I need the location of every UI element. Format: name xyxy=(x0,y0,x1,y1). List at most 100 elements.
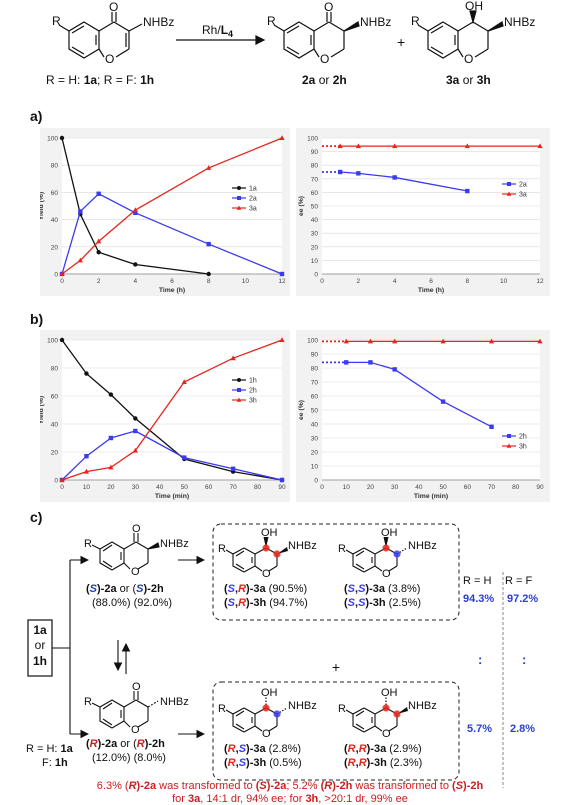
y-tick-label: 10 xyxy=(311,464,319,471)
footnote-line1: 6.3% (R)-2a was transformed to (S)-2a; 5… xyxy=(97,780,484,792)
y-tick-label: 60 xyxy=(311,394,319,401)
bottom-products-box xyxy=(212,681,460,781)
ratio-bottom-f: 2.8% xyxy=(510,723,535,735)
data-point-2h xyxy=(440,399,446,404)
data-point-3h xyxy=(132,447,138,453)
data-point-2a xyxy=(392,175,397,180)
x-tick-label: 10 xyxy=(500,278,508,285)
y-tick-label: 0 xyxy=(54,478,58,485)
ratio-header-f: R = F xyxy=(505,575,532,587)
product-line-1: (S,R)-3h (94.7%) xyxy=(224,597,308,609)
y-tick-label: 80 xyxy=(51,366,59,373)
reactant-ring-o: O xyxy=(105,52,114,66)
data-point-2h xyxy=(344,360,349,365)
product-r-group: R xyxy=(218,703,226,715)
product-amide: NHBz xyxy=(408,700,437,712)
product-line-0: (S,R)-3a (90.5%) xyxy=(224,583,307,595)
data-point-2a xyxy=(78,209,83,214)
product-ring-o: O xyxy=(382,568,391,580)
y-axis-label: Yield (%) xyxy=(40,396,45,424)
data-point-3h xyxy=(343,338,349,344)
y-tick-label: 40 xyxy=(311,217,319,224)
y-tick-label: 70 xyxy=(311,176,319,183)
product-oh: OH xyxy=(381,527,398,539)
product-2-structure xyxy=(273,12,360,59)
bottom-ketone-ring-o: O xyxy=(131,724,140,736)
data-point-1h xyxy=(133,416,138,421)
y-axis-label: ee (%) xyxy=(298,196,305,216)
reactant-r-group: R xyxy=(52,14,61,28)
data-point-3a xyxy=(537,143,543,149)
y-axis-label: Yield (%) xyxy=(40,192,45,220)
x-tick-label: 30 xyxy=(132,484,140,491)
product-oh: OH xyxy=(381,687,398,699)
y-tick-label: 40 xyxy=(51,422,59,429)
data-point-3a xyxy=(59,271,65,276)
data-point-3h xyxy=(367,338,374,344)
data-point-3a xyxy=(392,143,398,149)
product3-r-group: R xyxy=(411,14,420,28)
x-tick-label: 70 xyxy=(229,484,237,491)
top-products-box xyxy=(212,523,460,621)
top-ketone-oxo: O xyxy=(132,523,141,535)
x-tick-label: 12 xyxy=(536,278,544,285)
x-tick-label: 8 xyxy=(466,278,470,285)
panel-label-c: c) xyxy=(30,509,43,525)
data-point-3h xyxy=(392,338,398,344)
stereocenter-c3-dot xyxy=(273,710,281,718)
x-tick-label: 0 xyxy=(320,484,324,491)
legend-label-1a: 1a xyxy=(249,186,257,193)
product3-oh: OH xyxy=(465,0,483,13)
data-point-3h xyxy=(181,379,187,384)
product-line-1: (R,R)-3h (2.3%) xyxy=(344,757,422,769)
series-line-2a xyxy=(61,192,283,275)
y-tick-label: 100 xyxy=(307,338,318,345)
reactant-amide: NHBz xyxy=(143,15,174,29)
product3-ring-o: O xyxy=(464,52,473,66)
data-point-3h xyxy=(440,338,446,344)
product-amide: NHBz xyxy=(408,540,437,552)
legend-label-2h: 2h xyxy=(519,434,527,441)
data-point-3h xyxy=(108,464,114,470)
data-point-1a xyxy=(133,262,138,267)
y-tick-label: 20 xyxy=(51,450,59,457)
chart-a-yield: 0 20 40 60 80 100 0 2 4 6 8 10 12 Time (h) Yield (%) 1a… xyxy=(40,128,290,296)
product-structure-bottom-0: R OH NHBz O (R,S)-3a (2.8%) (R,S)-3h (0.5%) xyxy=(218,687,317,769)
top-ketone-r: R xyxy=(84,538,92,550)
y-tick-label: 100 xyxy=(307,136,318,143)
bottom-ketone-r: R xyxy=(84,696,92,708)
data-point-2h xyxy=(108,435,114,441)
product3-amide: NHBz xyxy=(504,15,535,29)
y-tick-label: 90 xyxy=(311,352,319,359)
product-structure-top-1: R OH NHBz O (S,S)-3a (3.8%) (S,S)-3h (2.5%) xyxy=(338,527,437,609)
product-oh: OH xyxy=(261,527,278,539)
data-point-2h xyxy=(279,477,285,483)
y-tick-label: 60 xyxy=(51,190,59,197)
product-line-1: (R,S)-3h (0.5%) xyxy=(224,757,302,769)
product-amide: NHBz xyxy=(288,700,317,712)
x-tick-label: 2 xyxy=(357,278,361,285)
x-tick-label: 0 xyxy=(320,278,324,285)
product-ring-o: O xyxy=(262,728,271,740)
product-r-group: R xyxy=(218,543,226,555)
c-r-def-line1: R = H: 1a xyxy=(26,743,74,755)
x-tick-label: 6 xyxy=(429,278,433,285)
r-definition: R = H: 1a; R = F: 1h xyxy=(46,73,154,87)
data-point-2a xyxy=(133,210,138,215)
reaction-scheme: R O NHBz O Rh/L4 R = H: 1a; R = F: 1h R … xyxy=(46,0,535,87)
y-tick-label: 0 xyxy=(54,272,58,279)
x-tick-label: 60 xyxy=(464,484,472,491)
panel-label-a: a) xyxy=(30,108,43,124)
x-tick-label: 8 xyxy=(207,278,211,285)
bottom-ketone-structure xyxy=(91,691,159,729)
x-axis-label: Time (min) xyxy=(414,493,448,500)
reactant-structure xyxy=(58,12,143,59)
data-point-3h xyxy=(488,338,495,344)
panel-c-plus: + xyxy=(332,659,340,675)
x-tick-label: 4 xyxy=(134,278,138,285)
x-tick-label: 0 xyxy=(60,278,64,285)
series-line-3a xyxy=(61,137,283,275)
bottom-ketone-yields: (12.0%) (8.0%) xyxy=(92,752,166,764)
product-structure-top-0: R OH NHBz O (S,R)-3a (90.5%) (S,R)-3h (94.7%) xyxy=(218,527,317,609)
ratio-colon-f: : xyxy=(522,652,526,667)
